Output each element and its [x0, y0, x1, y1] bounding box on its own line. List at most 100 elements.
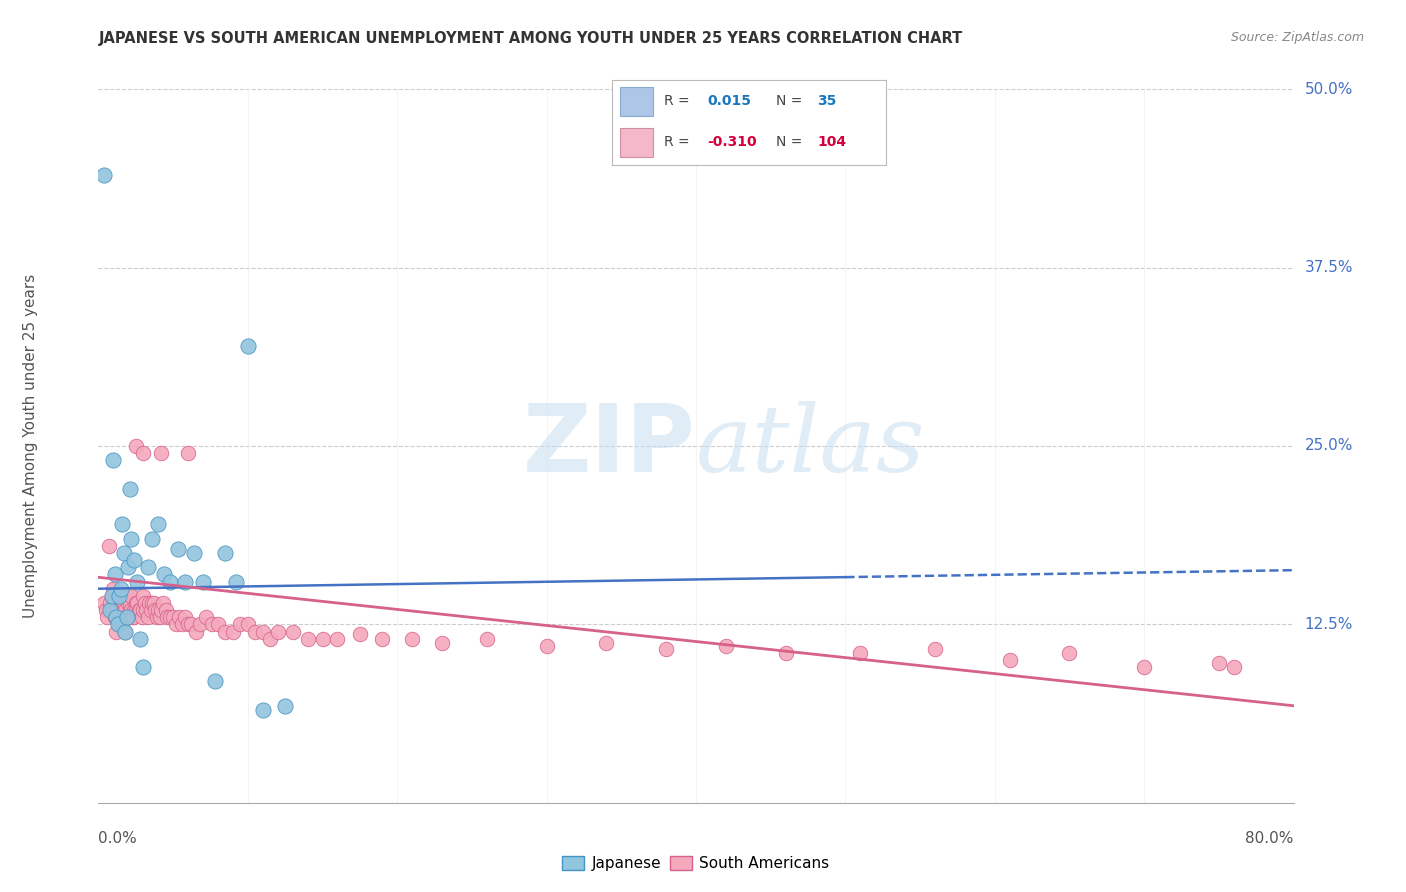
Point: [775, 646, 797, 660]
Point: [595, 636, 617, 650]
Point: [117, 610, 139, 624]
Point: [98, 603, 122, 617]
Point: [167, 610, 190, 624]
Point: [141, 596, 163, 610]
Point: [110, 603, 132, 617]
Point: [132, 603, 155, 617]
Point: [148, 603, 170, 617]
Point: [150, 603, 173, 617]
Point: [183, 546, 205, 560]
Text: -0.310: -0.310: [707, 136, 758, 149]
Point: [252, 624, 274, 639]
Point: [114, 624, 136, 639]
Point: [105, 624, 128, 639]
Text: Unemployment Among Youth under 25 years: Unemployment Among Youth under 25 years: [24, 274, 38, 618]
Point: [274, 698, 297, 713]
Point: [134, 596, 156, 610]
Point: [138, 596, 160, 610]
Text: 0.0%: 0.0%: [98, 830, 138, 846]
Point: [120, 532, 142, 546]
Point: [188, 617, 211, 632]
Point: [229, 617, 252, 632]
Text: 12.5%: 12.5%: [1305, 617, 1353, 632]
Point: [127, 596, 149, 610]
Point: [136, 610, 159, 624]
Text: R =: R =: [664, 95, 693, 109]
Point: [129, 632, 152, 646]
Point: [142, 596, 165, 610]
Point: [194, 610, 218, 624]
Point: [252, 703, 274, 717]
Text: 35: 35: [817, 95, 837, 109]
Point: [93, 596, 115, 610]
Point: [101, 589, 124, 603]
Point: [267, 624, 290, 639]
Text: atlas: atlas: [696, 401, 925, 491]
Point: [222, 624, 245, 639]
Text: 50.0%: 50.0%: [1305, 82, 1353, 96]
Point: [105, 610, 128, 624]
Point: [115, 610, 138, 624]
Text: Source: ZipAtlas.com: Source: ZipAtlas.com: [1230, 31, 1364, 45]
Point: [96, 610, 118, 624]
Point: [236, 339, 259, 353]
Point: [124, 553, 146, 567]
Point: [104, 567, 127, 582]
Point: [132, 446, 155, 460]
Point: [124, 603, 146, 617]
Text: 0.015: 0.015: [707, 95, 752, 109]
Point: [159, 574, 181, 589]
Point: [97, 539, 120, 553]
Point: [172, 617, 194, 632]
Point: [101, 589, 124, 603]
Point: [207, 617, 229, 632]
Point: [156, 610, 179, 624]
Point: [107, 617, 129, 632]
Point: [135, 603, 157, 617]
Point: [120, 589, 142, 603]
Point: [149, 610, 172, 624]
Point: [201, 617, 224, 632]
Point: [225, 574, 247, 589]
Bar: [620, 128, 652, 157]
Point: [655, 641, 678, 656]
Point: [107, 589, 129, 603]
Point: [349, 627, 371, 641]
Point: [159, 610, 181, 624]
Text: 80.0%: 80.0%: [1246, 830, 1294, 846]
Point: [214, 546, 236, 560]
Bar: [620, 87, 652, 116]
Point: [112, 610, 135, 624]
Point: [430, 636, 453, 650]
Text: N =: N =: [776, 136, 807, 149]
Point: [111, 589, 134, 603]
Legend: Japanese, South Americans: Japanese, South Americans: [557, 849, 835, 877]
Point: [118, 596, 141, 610]
Text: 25.0%: 25.0%: [1305, 439, 1353, 453]
Point: [148, 517, 170, 532]
Point: [177, 617, 200, 632]
Point: [165, 617, 187, 632]
Point: [118, 603, 141, 617]
Point: [1223, 660, 1246, 674]
Point: [236, 617, 259, 632]
Point: [371, 632, 394, 646]
Point: [111, 517, 134, 532]
Point: [108, 610, 131, 624]
Point: [475, 632, 498, 646]
Point: [155, 603, 177, 617]
Point: [128, 603, 150, 617]
Point: [150, 446, 173, 460]
Text: R =: R =: [664, 136, 693, 149]
Point: [103, 603, 125, 617]
Point: [105, 603, 128, 617]
Point: [184, 624, 207, 639]
Point: [108, 617, 131, 632]
Point: [849, 646, 872, 660]
Point: [177, 446, 200, 460]
Point: [114, 624, 136, 639]
Point: [121, 610, 143, 624]
Point: [139, 603, 162, 617]
Point: [281, 624, 304, 639]
Point: [127, 574, 149, 589]
